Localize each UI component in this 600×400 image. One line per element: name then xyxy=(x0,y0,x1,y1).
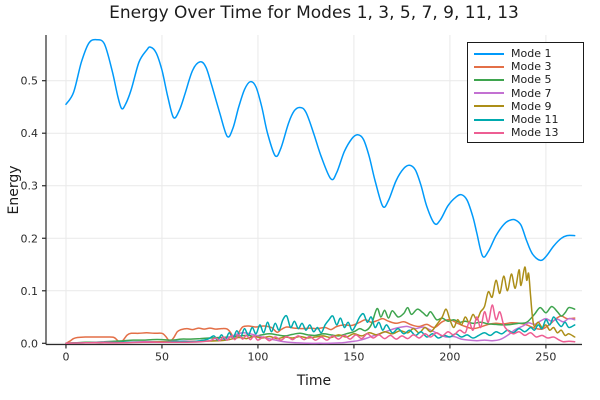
x-axis-label: Time xyxy=(296,373,332,389)
series-mode-1 xyxy=(65,38,576,262)
y-tick-label: 0.4 xyxy=(21,127,39,140)
series-mode-9 xyxy=(65,266,576,345)
y-tick-label: 0.0 xyxy=(21,337,39,350)
y-tick-label: 0.2 xyxy=(21,232,39,245)
y-tick-label: 0.5 xyxy=(21,75,39,88)
x-tick-label: 150 xyxy=(343,351,364,364)
legend-entry: Mode 11 xyxy=(474,113,577,126)
legend-entry: Mode 9 xyxy=(474,100,577,113)
legend-line-sample xyxy=(474,78,504,81)
legend-entry-label: Mode 7 xyxy=(511,86,552,100)
legend-entry: Mode 1 xyxy=(474,47,577,60)
y-axis-label: Energy xyxy=(6,165,22,215)
y-tick-label: 0.3 xyxy=(21,180,39,193)
legend-entry-label: Mode 9 xyxy=(511,99,552,113)
x-tick-label: 200 xyxy=(439,351,460,364)
legend-entry-label: Mode 1 xyxy=(511,47,552,61)
legend-line-sample xyxy=(474,52,504,55)
legend-line-sample xyxy=(474,105,504,108)
legend-line-sample xyxy=(474,92,504,95)
legend-entry: Mode 7 xyxy=(474,87,577,100)
series-mode-11 xyxy=(65,312,576,345)
legend-line-sample xyxy=(474,118,504,121)
series-mode-13 xyxy=(65,304,576,345)
legend-entry-label: Mode 3 xyxy=(511,60,552,74)
x-tick-label: 250 xyxy=(535,351,556,364)
legend-entry: Mode 13 xyxy=(474,126,577,139)
x-tick-label: 100 xyxy=(247,351,268,364)
legend-entry-label: Mode 5 xyxy=(511,73,552,87)
legend-entry-label: Mode 11 xyxy=(511,113,559,127)
y-tick-label: 0.1 xyxy=(21,285,39,298)
legend-line-sample xyxy=(474,65,504,68)
x-tick-label: 50 xyxy=(155,351,169,364)
legend-entry-label: Mode 13 xyxy=(511,126,559,140)
series-mode-3 xyxy=(65,315,576,345)
legend-entry: Mode 3 xyxy=(474,60,577,73)
chart-title: Energy Over Time for Modes 1, 3, 5, 7, 9… xyxy=(109,3,519,23)
legend-entry: Mode 5 xyxy=(474,73,577,86)
legend-line-sample xyxy=(474,131,504,134)
legend: Mode 1 Mode 3 Mode 5 Mode 7 Mode 9 Mode … xyxy=(467,42,584,144)
x-tick-label: 0 xyxy=(62,351,69,364)
